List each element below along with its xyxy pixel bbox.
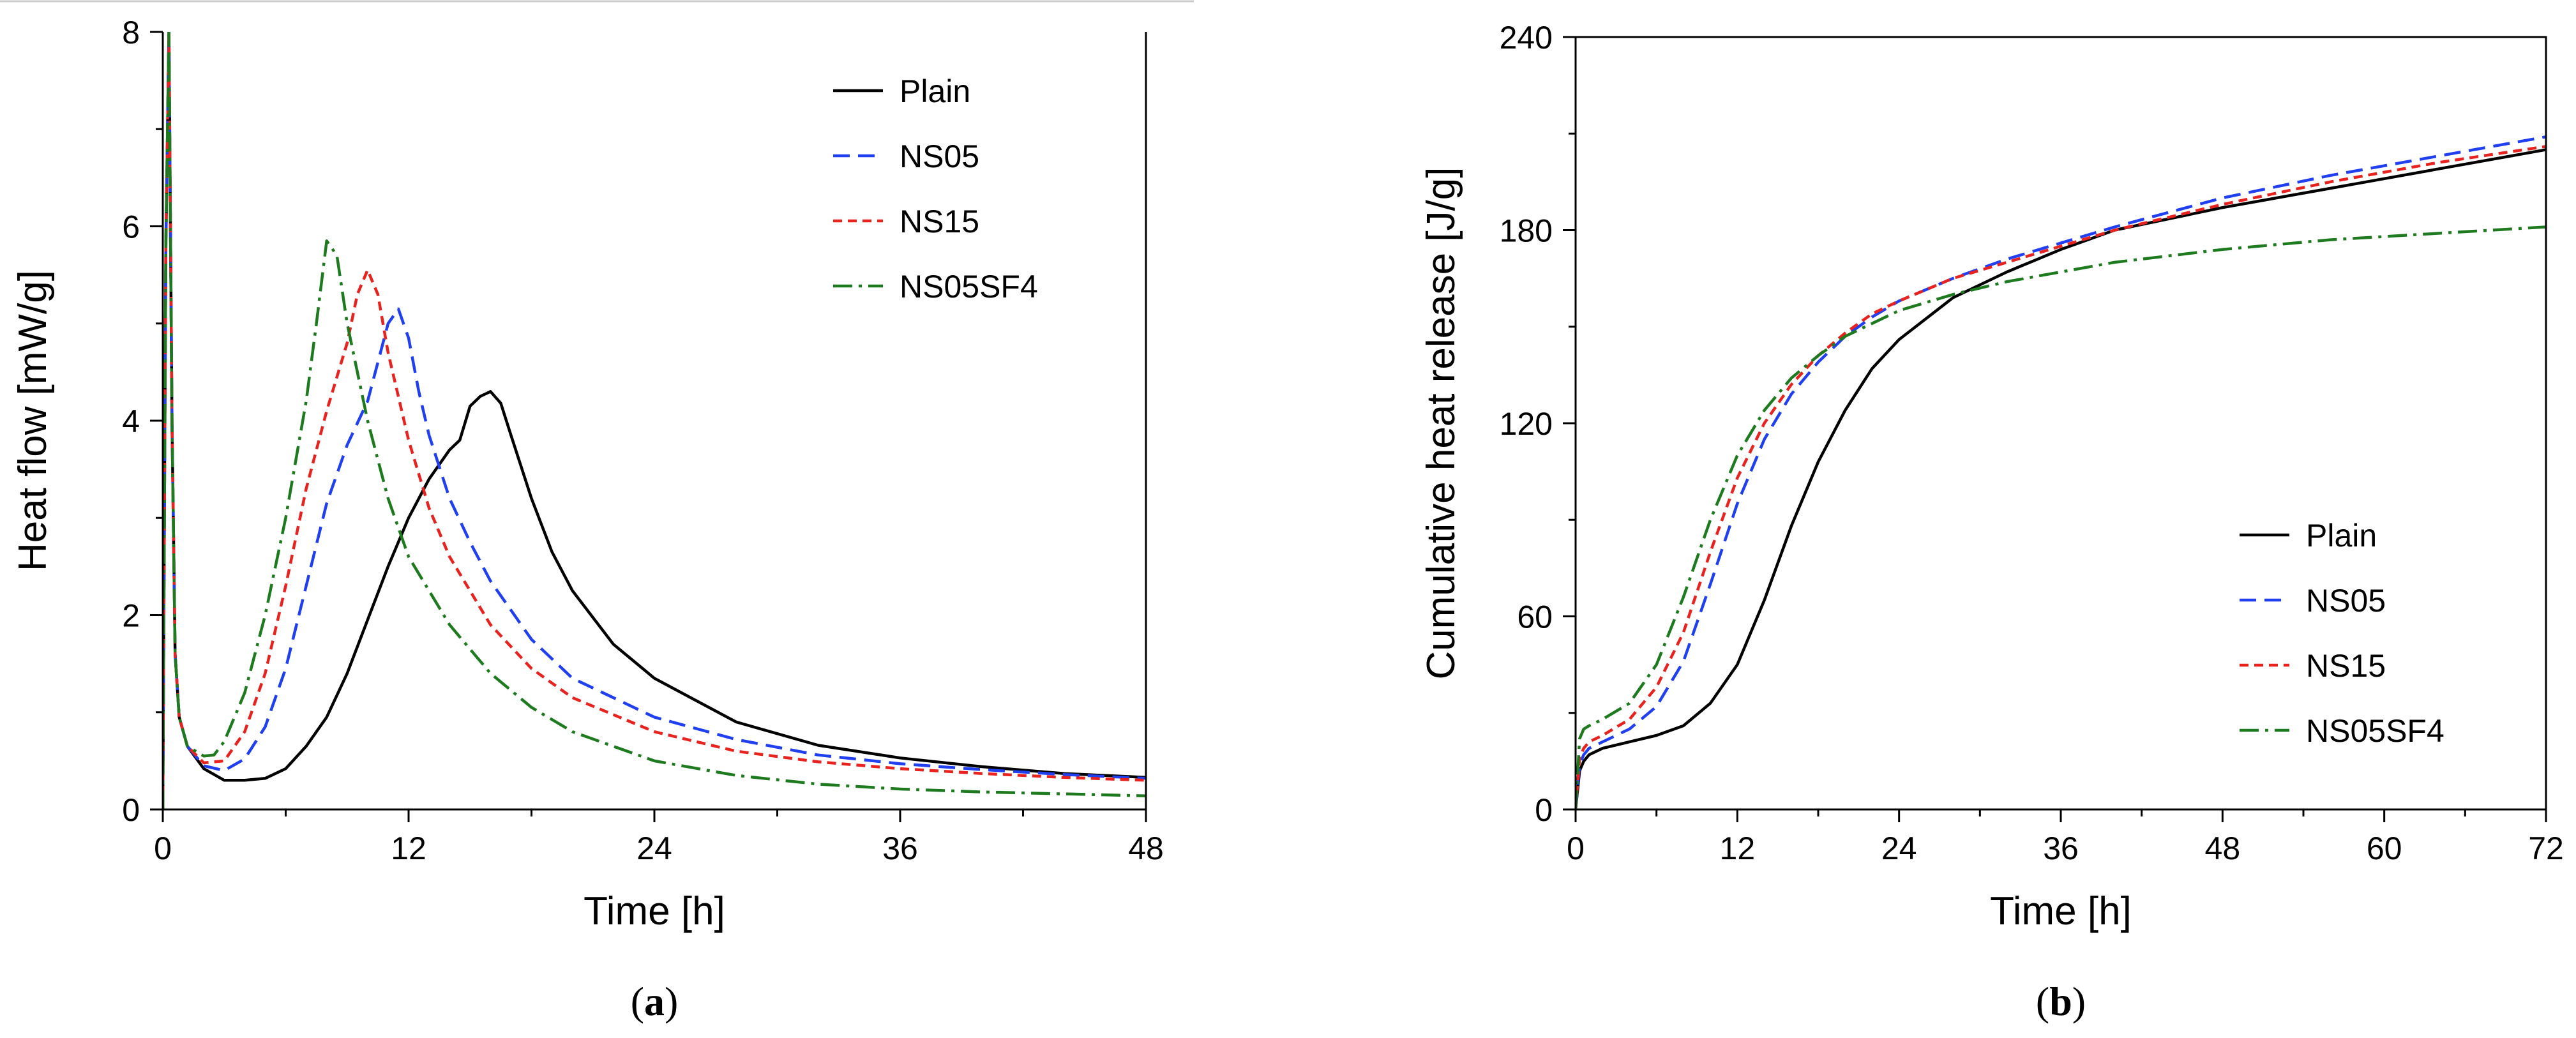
chart-a-legend-label: Plain	[900, 73, 970, 109]
chart-b-panel-label: (b)	[2036, 979, 2086, 1024]
chart-b-legend: Plain NS05 NS15 NS05SF4	[2240, 518, 2444, 749]
chart-b-y-tick-label: 60	[1517, 599, 1553, 635]
chart-a-y-axis-label: Heat flow [mW/g]	[11, 270, 55, 571]
chart-a-series-ns05sf4	[163, 32, 1146, 809]
chart-b-x-tick-label: 60	[2367, 831, 2402, 866]
chart-b-y-tick-label: 240	[1500, 20, 1553, 56]
chart-a-x-axis-label: Time [h]	[584, 889, 725, 933]
chart-a-series-ns15	[163, 32, 1146, 809]
chart-b-y-tick-label: 180	[1500, 213, 1553, 249]
chart-b-y-axis-label: Cumulative heat release [J/g]	[1419, 167, 1463, 680]
chart-b-plot-area	[1576, 135, 2546, 809]
chart-b-x-axis-label: Time [h]	[1990, 889, 2132, 933]
chart-a-x-tick-label: 12	[391, 831, 426, 866]
chart-a-y-tick-label: 4	[122, 403, 140, 439]
chart-a-legend: Plain NS05 NS15 NS05SF4	[833, 73, 1038, 305]
chart-a-series-ns05	[163, 32, 1146, 809]
chart-a-y-tick-label: 2	[122, 598, 140, 634]
chart-b-legend-label: NS05SF4	[2306, 713, 2444, 749]
chart-a-y-tick-label: 8	[122, 15, 140, 50]
chart-b-x-tick-label: 48	[2205, 831, 2241, 866]
chart-a-legend-label: NS05	[900, 139, 979, 174]
chart-b-series-plain	[1576, 148, 2546, 809]
chart-b-y-tick-label: 0	[1535, 792, 1553, 828]
chart-a-legend-label: NS15	[900, 204, 979, 239]
chart-b-x-tick-label: 72	[2528, 831, 2564, 866]
chart-b-series-ns15	[1576, 145, 2546, 809]
chart-b-legend-label: NS15	[2306, 648, 2386, 684]
chart-b-series-ns05sf4	[1576, 225, 2546, 809]
chart-a-x-tick-label: 0	[154, 831, 172, 866]
cumulative-heat-chart: 0 12 24 36 48 60 72 0 60 120 180 240 Time [h] Cumulat…	[1419, 20, 2564, 1024]
chart-b-x-tick-label: 12	[1720, 831, 1756, 866]
chart-b-series-ns05	[1576, 135, 2546, 809]
chart-b-legend-label: Plain	[2306, 518, 2377, 553]
chart-b-x-tick-label: 0	[1567, 831, 1585, 866]
chart-a-x-tick-label: 48	[1128, 831, 1164, 866]
chart-a-x-tick-label: 36	[882, 831, 918, 866]
chart-a-y-tick-label: 0	[122, 792, 140, 828]
chart-b-y-tick-label: 120	[1500, 406, 1553, 442]
chart-a-plot-area	[163, 32, 1146, 809]
chart-a-series-plain	[163, 32, 1146, 809]
chart-b-frame	[1574, 36, 2547, 811]
chart-a-legend-label: NS05SF4	[900, 269, 1038, 305]
chart-a-panel-label: (a)	[631, 979, 679, 1024]
chart-a-y-tick-label: 6	[122, 209, 140, 245]
chart-a-x-tick-label: 24	[636, 831, 672, 866]
chart-b-legend-label: NS05	[2306, 583, 2386, 619]
chart-b-x-tick-label: 24	[1881, 831, 1917, 866]
chart-b-x-tick-label: 36	[2043, 831, 2079, 866]
